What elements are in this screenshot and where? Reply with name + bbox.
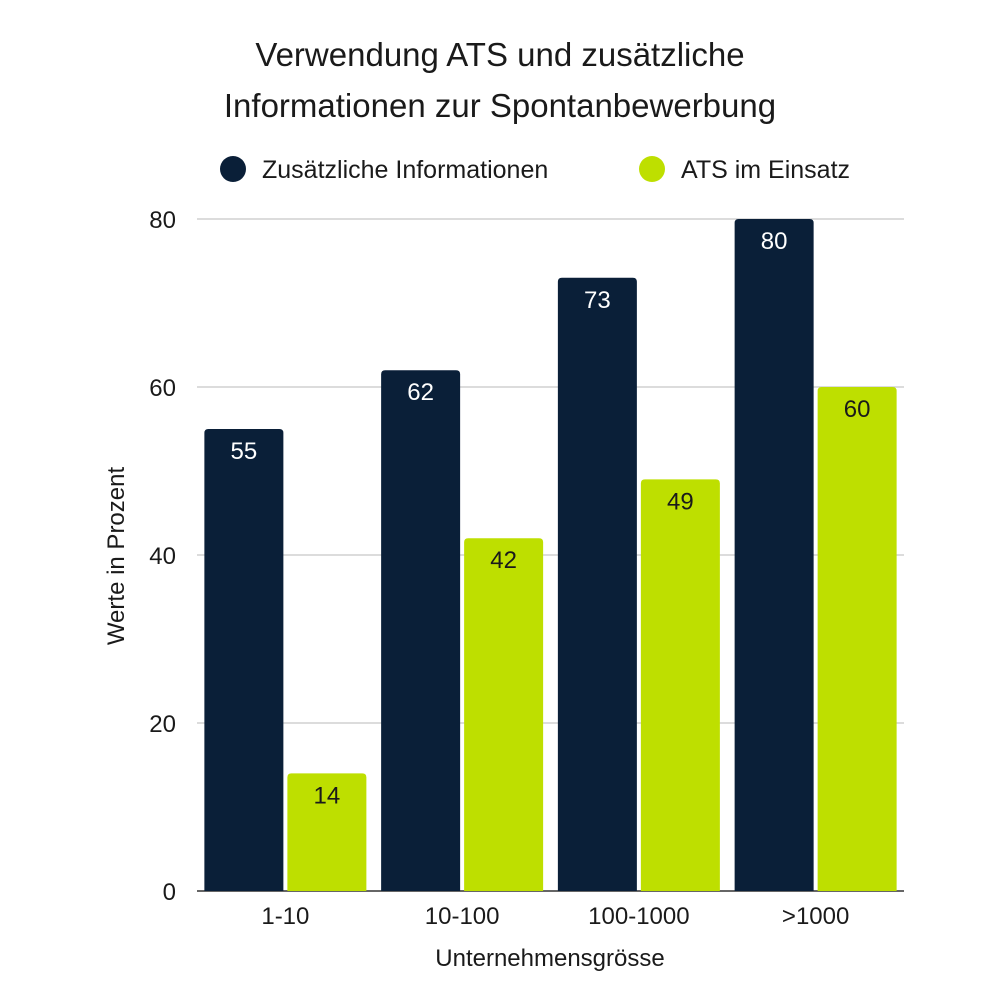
y-tick-label-0: 0 [163, 879, 176, 906]
chart-title-line-1: Verwendung ATS und zusätzliche [255, 36, 744, 73]
bar-ats-im-einsatz-100-1000 [640, 479, 720, 891]
data-labels: 55 14 62 42 73 49 80 60 [231, 228, 871, 809]
x-axis-label: Unternehmensgrösse [435, 945, 664, 972]
data-label-ats-im-einsatz-100-1000: 49 [667, 488, 694, 515]
legend-marker-zus-tzliche-informationen [220, 156, 246, 182]
bar-zus-tzliche-informationen-1000 [734, 219, 814, 891]
data-label-ats-im-einsatz-1000: 60 [844, 396, 871, 423]
data-label-zus-tzliche-informationen-10-100: 62 [407, 379, 434, 406]
x-tick-label-1-10: 1-10 [261, 903, 309, 930]
y-axis-ticks: 0 20 40 60 80 [149, 207, 176, 906]
bar-ats-im-einsatz-1000 [817, 387, 897, 891]
bar-zus-tzliche-informationen-1-10 [204, 429, 284, 891]
bar-zus-tzliche-informationen-100-1000 [557, 277, 637, 891]
legend-marker-ats-im-einsatz [639, 156, 665, 182]
legend-label-ats-im-einsatz: ATS im Einsatz [681, 156, 850, 184]
data-label-ats-im-einsatz-1-10: 14 [314, 782, 341, 809]
data-label-zus-tzliche-informationen-1000: 80 [761, 228, 788, 255]
bar-ats-im-einsatz-10-100 [464, 538, 544, 891]
x-tick-label-1000: >1000 [782, 903, 849, 930]
data-label-zus-tzliche-informationen-100-1000: 73 [584, 287, 611, 314]
chart-title-line-2: Informationen zur Spontanbewerbung [224, 87, 776, 124]
data-label-ats-im-einsatz-10-100: 42 [490, 547, 517, 574]
bar-zus-tzliche-informationen-10-100 [381, 370, 461, 891]
bar-ats-im-einsatz-1-10 [287, 773, 367, 891]
data-label-zus-tzliche-informationen-1-10: 55 [231, 438, 258, 465]
y-tick-label-60: 60 [149, 375, 176, 402]
y-tick-label-80: 80 [149, 207, 176, 234]
legend: Zusätzliche Informationen ATS im Einsatz [220, 156, 850, 184]
y-axis-label: Werte in Prozent [103, 467, 130, 646]
y-tick-label-40: 40 [149, 543, 176, 570]
y-tick-label-20: 20 [149, 711, 176, 738]
bars [204, 219, 897, 891]
legend-label-zus-tzliche-informationen: Zusätzliche Informationen [262, 156, 548, 184]
x-tick-label-100-1000: 100-1000 [588, 903, 689, 930]
x-axis-ticks: 1-10 10-100 100-1000 >1000 [261, 903, 849, 930]
x-tick-label-10-100: 10-100 [425, 903, 500, 930]
